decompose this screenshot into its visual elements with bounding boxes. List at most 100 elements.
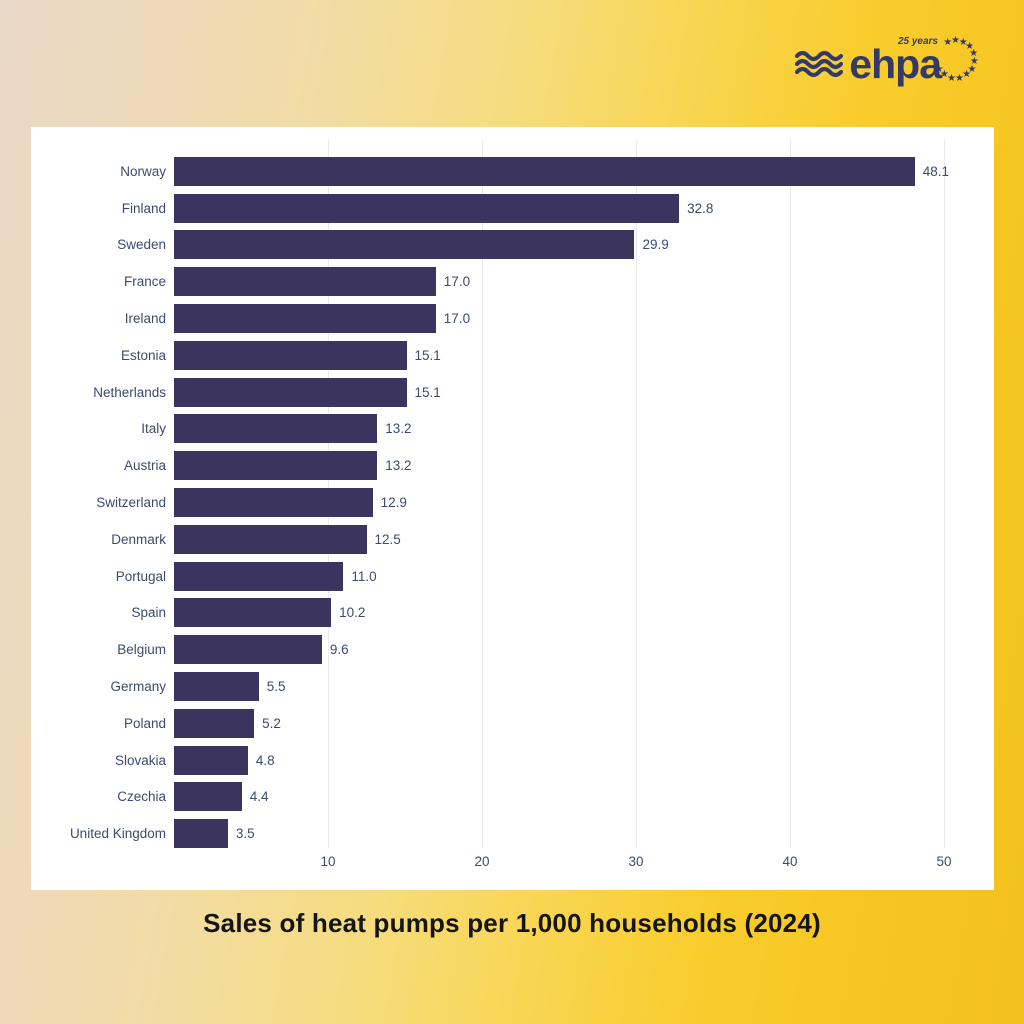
chart-row: Spain 10.2	[31, 595, 994, 632]
value-label: 29.9	[642, 237, 669, 253]
value-label: 9.6	[329, 642, 349, 658]
bar	[174, 488, 373, 518]
star-icon: ★	[967, 63, 977, 75]
value-label: 32.8	[687, 200, 714, 216]
chart-row: Czechia 4.4	[31, 779, 994, 816]
chart-row: United Kingdom 3.5	[31, 815, 994, 852]
category-label: Ireland	[124, 311, 166, 327]
chart-panel: Norway 48.1 Finland 32.8 Sweden 29.9 France 17.…	[31, 127, 994, 890]
star-icon: ★	[939, 69, 949, 81]
category-label: Spain	[131, 605, 166, 621]
bar	[174, 708, 255, 738]
x-tick-label: 20	[474, 854, 490, 869]
chart-row: Norway 48.1	[31, 153, 994, 190]
logo-brand-text: ehpa	[849, 40, 942, 87]
bar	[174, 745, 248, 775]
chart-row: Portugal 11.0	[31, 558, 994, 595]
bar	[174, 267, 436, 297]
value-label: 48.1	[922, 163, 950, 179]
chart-row: Slovakia 4.8	[31, 742, 994, 779]
chart-row: Sweden 29.9	[31, 227, 994, 264]
chart-row: Netherlands 15.1	[31, 374, 994, 411]
bar-rows: Norway 48.1 Finland 32.8 Sweden 29.9 France 17.…	[31, 153, 994, 852]
chart-row: Switzerland 12.9	[31, 484, 994, 521]
bar	[174, 524, 367, 554]
chart-row: Ireland 17.0	[31, 300, 994, 337]
category-label: Czechia	[117, 789, 166, 805]
bar	[174, 230, 635, 260]
bar	[174, 451, 378, 481]
value-label: 10.2	[339, 605, 366, 621]
value-label: 15.1	[414, 347, 441, 363]
category-label: France	[123, 274, 166, 290]
category-label: Slovakia	[114, 752, 166, 768]
x-tick-label: 50	[936, 854, 952, 869]
category-label: Austria	[123, 458, 166, 474]
bar	[174, 340, 407, 370]
value-label: 12.9	[380, 495, 407, 511]
star-icon: ★	[954, 72, 964, 84]
category-label: Estonia	[120, 347, 166, 363]
ehpa-logo: ehpa 25 years ★ ★ ★ ★ ★ ★ ★ ★ ★ ★ ★ ★	[794, 33, 980, 89]
bar	[174, 782, 242, 812]
star-icon: ★	[958, 36, 968, 48]
chart-row: Estonia 15.1	[31, 337, 994, 374]
category-label: United Kingdom	[69, 826, 166, 842]
chart-row: France 17.0	[31, 263, 994, 300]
category-label: Belgium	[117, 642, 166, 658]
star-icon: ★	[943, 36, 953, 48]
category-label: Portugal	[115, 568, 166, 584]
chart-row: Austria 13.2	[31, 447, 994, 484]
value-label: 17.0	[443, 274, 471, 290]
chart-title: Sales of heat pumps per 1,000 households…	[203, 908, 821, 938]
value-label: 13.2	[385, 421, 412, 437]
star-circle-icon: ★ ★ ★ ★ ★ ★ ★ ★ ★ ★ ★ ★	[932, 34, 980, 88]
star-icon: ★	[969, 48, 979, 60]
category-label: Switzerland	[96, 495, 166, 511]
bar	[174, 414, 378, 444]
bar	[174, 635, 322, 665]
star-icon: ★	[934, 63, 944, 75]
chart-row: Belgium 9.6	[31, 631, 994, 668]
bar	[174, 672, 259, 702]
bar	[174, 819, 228, 849]
chart-row: Finland 32.8	[31, 190, 994, 227]
gridline	[789, 140, 791, 848]
value-label: 4.8	[255, 752, 275, 768]
value-label: 17.0	[443, 311, 471, 327]
category-label: Finland	[121, 200, 166, 216]
waves-icon	[795, 50, 844, 78]
bar	[174, 377, 407, 407]
bar	[174, 598, 332, 628]
bar	[174, 156, 915, 186]
chart-row: Italy 13.2	[31, 411, 994, 448]
chart-row: Denmark 12.5	[31, 521, 994, 558]
category-label: Poland	[123, 715, 166, 731]
value-label: 11.0	[351, 568, 377, 584]
star-icon: ★	[962, 69, 972, 81]
star-icon: ★	[947, 72, 957, 84]
category-label: Italy	[141, 421, 166, 437]
bar	[174, 561, 344, 591]
value-label: 4.4	[249, 789, 269, 805]
gridline	[635, 140, 637, 848]
star-icon: ★	[965, 41, 975, 53]
x-tick-label: 40	[782, 854, 798, 869]
value-label: 3.5	[235, 826, 255, 842]
star-icon: ★	[951, 35, 960, 46]
bar	[174, 193, 680, 223]
category-label: Netherlands	[93, 384, 166, 400]
x-tick-label: 30	[628, 854, 644, 869]
star-icon: ★	[969, 55, 979, 67]
x-tick-label: 10	[320, 854, 336, 869]
gridline	[481, 140, 483, 848]
value-label: 12.5	[374, 531, 401, 547]
category-label: Germany	[110, 679, 166, 695]
logo-anniversary-text: 25 years	[897, 36, 938, 47]
bar	[174, 304, 436, 334]
value-label: 15.1	[414, 384, 441, 400]
chart-row: Poland 5.2	[31, 705, 994, 742]
category-label: Denmark	[111, 531, 166, 547]
value-label: 5.2	[262, 715, 281, 731]
